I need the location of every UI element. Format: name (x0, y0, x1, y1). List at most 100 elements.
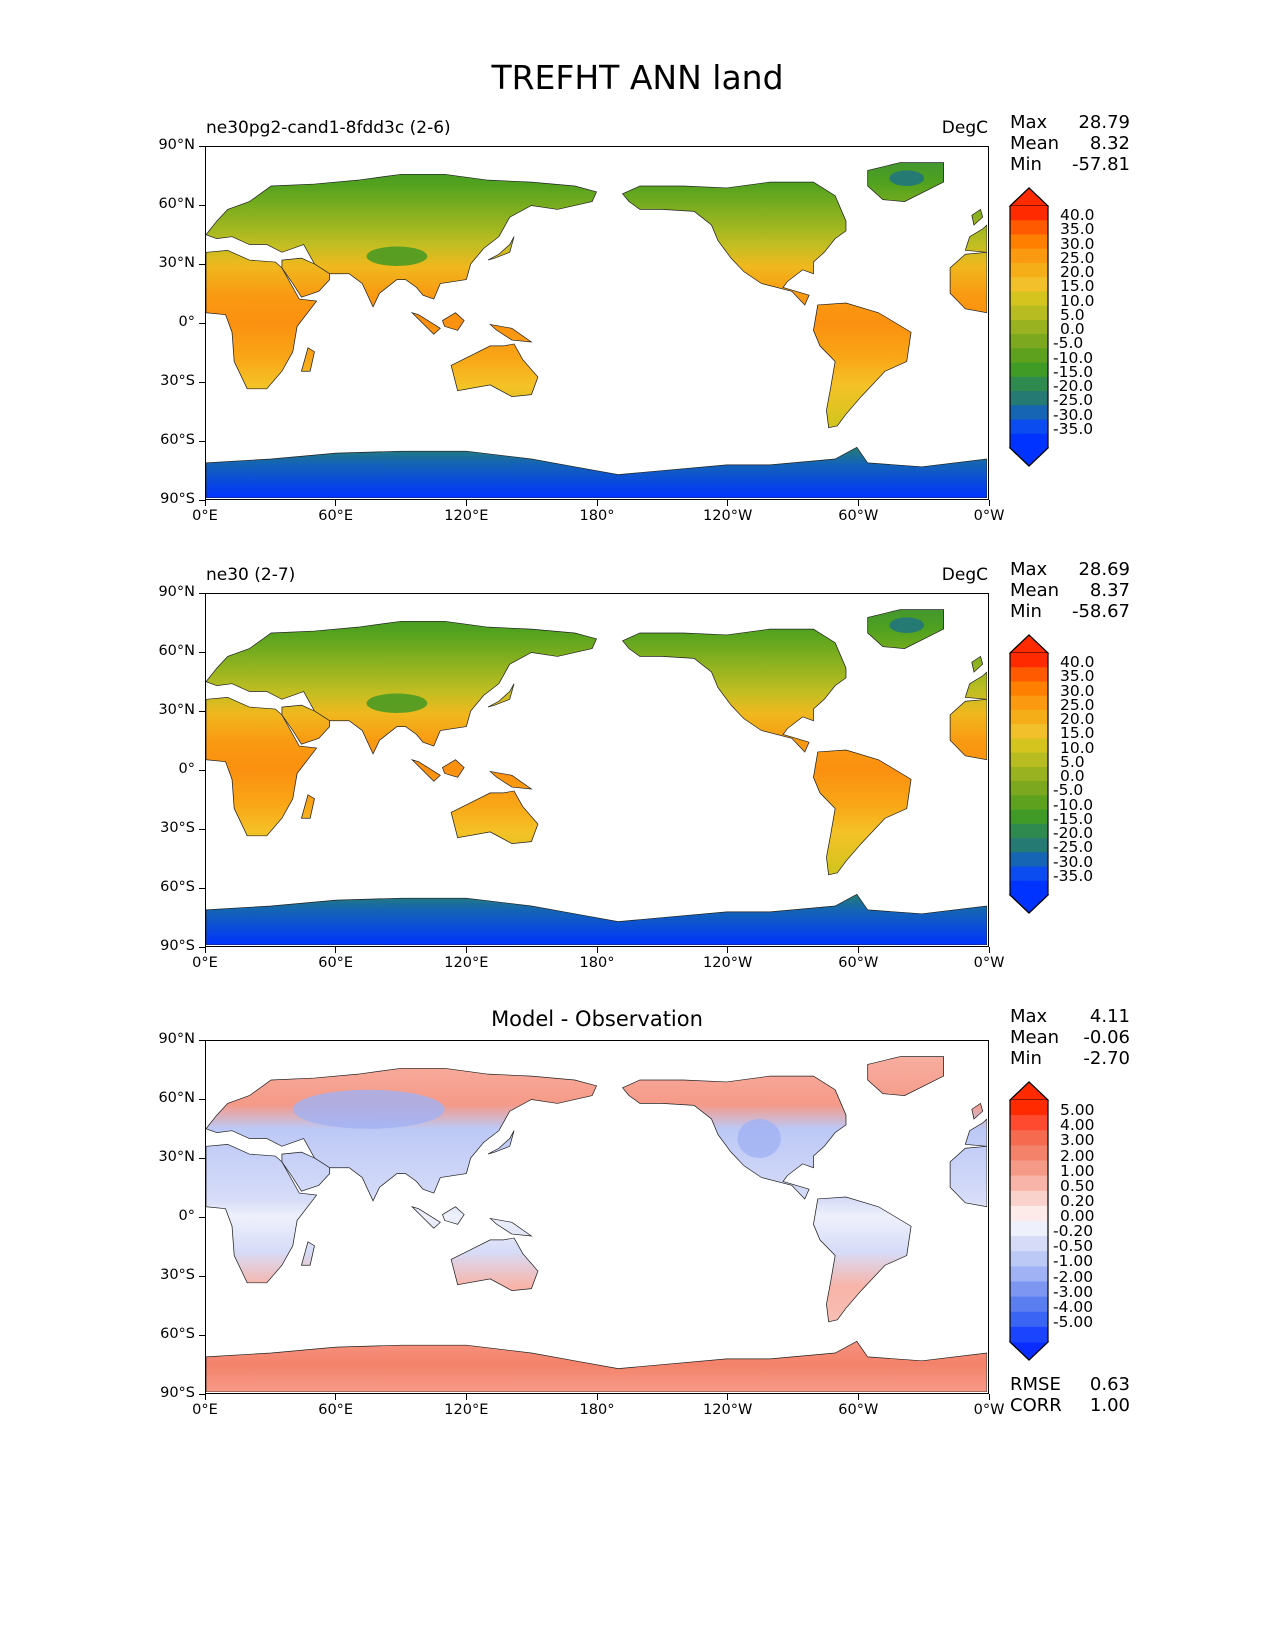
colorbar-segment (1010, 433, 1048, 449)
lon-tick-label: 120°W (703, 1402, 753, 1418)
colorbar-tick-label: -30.0 (1053, 852, 1094, 871)
cold-bias-rockies (737, 1119, 781, 1158)
lon-tick-mark (727, 947, 729, 953)
lon-tick-label: 60°W (838, 955, 879, 971)
lat-tick-label: 0° (178, 761, 195, 777)
colorbar-tick-label: 4.00 (1060, 1116, 1095, 1135)
land-britain (971, 208, 984, 226)
land-britain (971, 1102, 984, 1120)
colorbar-min-arrow (1008, 894, 1050, 914)
panel-3-extra-stats: RMSE 0.63 CORR 1.00 (1010, 1374, 1130, 1418)
colorbar-segment (1010, 206, 1048, 221)
colorbar-tick-label: 0.00 (1060, 1207, 1095, 1225)
lon-tick-label: 0°E (192, 508, 218, 524)
lat-tick-label: 90°N (158, 584, 195, 600)
lon-tick-label: 0°E (192, 1402, 218, 1418)
land-africa_west (949, 1145, 987, 1208)
land-samerica (813, 302, 912, 429)
colorbar-tick-label: 30.0 (1060, 234, 1095, 253)
stat-max: Max 28.69 (1010, 559, 1130, 580)
land-africa (206, 1144, 318, 1284)
land-japan (487, 236, 515, 261)
colorbar-segment (1010, 809, 1048, 825)
colorbar-tick-label: -4.00 (1053, 1297, 1094, 1316)
lon-tick-mark (596, 1394, 598, 1400)
lon-tick-mark (988, 500, 990, 506)
lat-tick-mark (199, 946, 205, 948)
lon-tick-mark (727, 1394, 729, 1400)
colorbar-segment (1010, 838, 1048, 853)
colorbar-tick-label: 40.0 (1060, 653, 1095, 672)
lon-tick-label: 180° (579, 955, 615, 971)
panel-1-map (205, 146, 989, 500)
colorbar-tick-label: -2.00 (1053, 1267, 1094, 1286)
lon-tick-label: 120°E (444, 955, 489, 971)
colorbar-tick-label: 35.0 (1060, 667, 1095, 686)
lon-tick-mark (465, 1394, 467, 1400)
panel-2-units: DegC (941, 565, 988, 585)
colorbar-tick-label: -5.00 (1053, 1312, 1094, 1331)
lon-tick-label: 60°E (318, 955, 354, 971)
stat-mean: Mean 8.37 (1010, 580, 1130, 601)
stat-max: Max 4.11 (1010, 1006, 1130, 1027)
lat-tick-mark (199, 263, 205, 265)
colorbar-tick-label: -5.0 (1053, 781, 1084, 800)
colorbar-segment (1010, 1160, 1048, 1177)
land-samerica (813, 1196, 912, 1323)
colorbar-segment (1010, 738, 1048, 754)
lat-tick-label: 60°S (160, 879, 195, 895)
colorbar-tick-label: 3.00 (1060, 1131, 1095, 1150)
colorbar-segment (1010, 262, 1048, 278)
colorbar-segment (1010, 277, 1048, 293)
stat-corr: CORR 1.00 (1010, 1395, 1130, 1416)
lon-tick-mark (727, 500, 729, 506)
colorbar-tick-label: 20.0 (1060, 263, 1095, 282)
colorbar-segment (1010, 1145, 1048, 1162)
lat-tick-label: 30°S (160, 373, 195, 389)
stat-max: Max 28.79 (1010, 112, 1130, 133)
lon-tick-mark (204, 1394, 206, 1400)
colorbar-segment (1010, 1175, 1048, 1192)
land-namerica (621, 628, 847, 753)
colorbar-segment (1010, 391, 1048, 406)
lat-tick-mark (199, 651, 205, 653)
colorbar-segment (1010, 1326, 1048, 1343)
colorbar-tick-label: 15.0 (1060, 277, 1095, 296)
land-africa_west (949, 251, 987, 314)
colorbar-tick-label: 2.00 (1060, 1146, 1095, 1165)
lon-tick-mark (465, 500, 467, 506)
colorbar-tick-label: 5.00 (1060, 1101, 1095, 1120)
colorbar-segment (1010, 1236, 1048, 1252)
land-arabia (281, 704, 331, 745)
panel-1-map-svg (206, 162, 987, 498)
colorbar-tick-label: 10.0 (1060, 291, 1095, 310)
colorbar-tick-label: 0.0 (1060, 320, 1085, 339)
colorbar-max-arrow (1008, 187, 1050, 207)
lat-tick-label: 30°S (160, 820, 195, 836)
land-australia (450, 1237, 539, 1291)
colorbar-tick-label: -20.0 (1053, 824, 1094, 843)
colorbar-segment (1010, 348, 1048, 364)
colorbar-tick-label: 40.0 (1060, 206, 1095, 225)
land-png (489, 323, 533, 343)
lon-tick-mark (857, 1394, 859, 1400)
lat-tick-label: 60°S (160, 432, 195, 448)
colorbar-segment (1010, 1221, 1048, 1237)
lat-tick-label: 30°S (160, 1267, 195, 1283)
colorbar-tick-label: -35.0 (1053, 419, 1094, 438)
stat-min: Min -58.67 (1010, 601, 1130, 622)
lat-tick-mark (199, 1275, 205, 1277)
colorbar-segment (1010, 405, 1048, 421)
colorbar-tick-label: 25.0 (1060, 248, 1095, 267)
colorbar-segment (1010, 766, 1048, 782)
stat-mean: Mean -0.06 (1010, 1027, 1130, 1048)
lat-tick-mark (199, 769, 205, 771)
panel-1-units: DegC (941, 118, 988, 138)
lon-tick-label: 120°E (444, 508, 489, 524)
colorbar-segment (1010, 1296, 1048, 1313)
colorbar-outline (1009, 634, 1049, 914)
colorbar-tick-label: 0.20 (1060, 1191, 1095, 1210)
colorbar-segment (1010, 234, 1048, 250)
colorbar-tick-label: -25.0 (1053, 391, 1094, 410)
greenland-core (889, 170, 925, 186)
